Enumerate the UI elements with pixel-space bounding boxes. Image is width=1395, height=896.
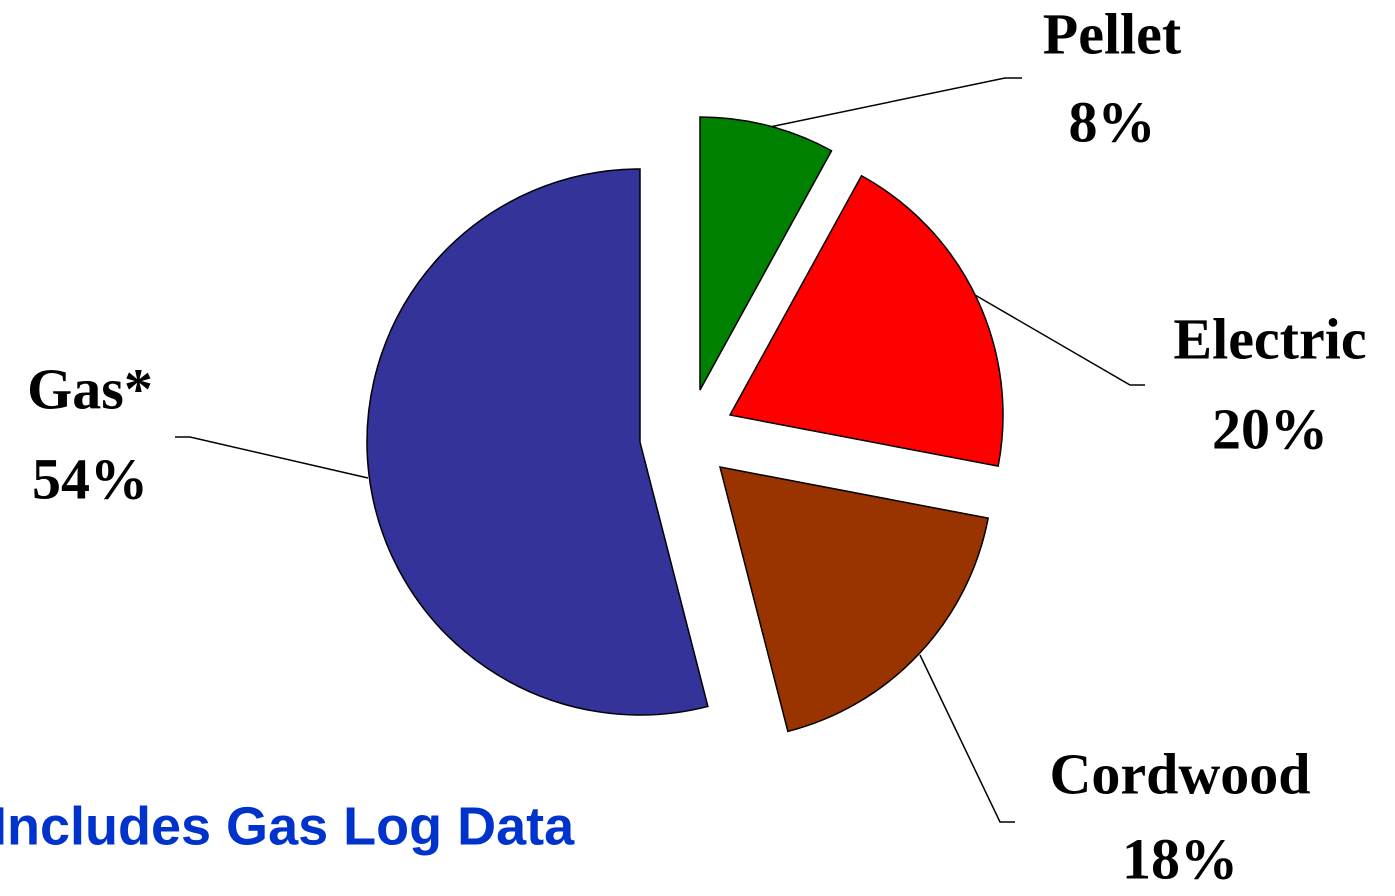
slice-label: Electric bbox=[1173, 306, 1366, 371]
slice-value-label: 20% bbox=[1212, 396, 1328, 461]
leader-line bbox=[919, 654, 1015, 823]
leader-line bbox=[175, 436, 369, 479]
leader-line bbox=[974, 294, 1145, 386]
pie-slice bbox=[699, 116, 833, 391]
slice-value-label: 54% bbox=[32, 446, 148, 511]
slice-label: Cordwood bbox=[1049, 741, 1310, 806]
slice-value-label: 18% bbox=[1122, 826, 1238, 891]
pie-slice bbox=[366, 168, 709, 716]
annotation: Includes Gas Log Data bbox=[0, 796, 575, 856]
pie-slice bbox=[718, 466, 990, 733]
leader-line bbox=[764, 77, 1022, 129]
slice-label: Pellet bbox=[1043, 1, 1182, 66]
slice-label: Gas* bbox=[27, 356, 153, 421]
slice-value-label: 8% bbox=[1069, 89, 1156, 154]
pie-slice bbox=[728, 174, 1004, 468]
